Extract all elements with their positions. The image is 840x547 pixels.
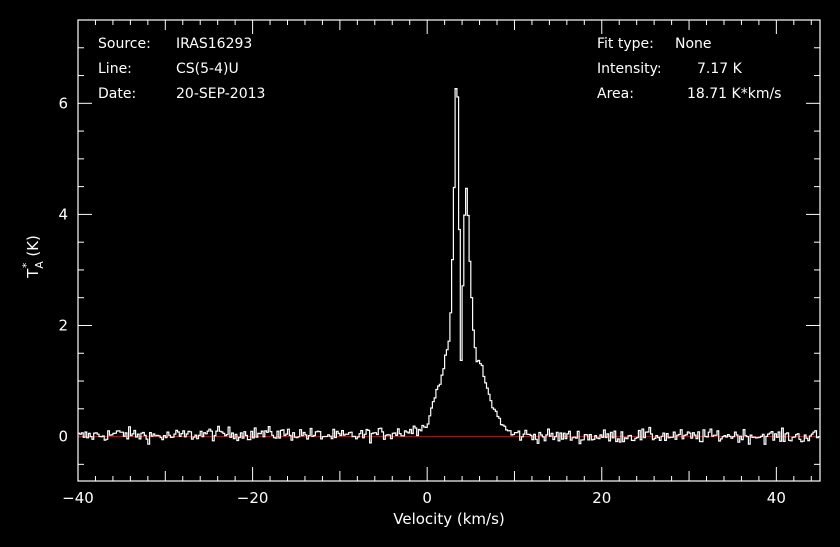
plot-frame — [77, 19, 821, 482]
spectrum-line — [78, 87, 820, 445]
x-tick-label: 0 — [422, 489, 432, 507]
source-value: IRAS16293 — [176, 36, 253, 52]
y-axis-label-text: TA*(K) — [20, 235, 46, 279]
x-axis-label: Velocity (km/s) — [393, 510, 504, 528]
y-tick-label: 0 — [58, 428, 68, 446]
fit-type-value: None — [675, 36, 712, 52]
area-value: 18.71 K*km/s — [687, 86, 782, 102]
date-value: 20-SEP-2013 — [176, 86, 266, 102]
x-tick-label: 20 — [592, 489, 611, 507]
y-tick-label: 2 — [58, 316, 68, 334]
x-tick-label: −20 — [237, 489, 269, 507]
area-label: Area: — [597, 86, 634, 102]
y-tick-label: 6 — [58, 94, 68, 112]
intensity-label: Intensity: — [597, 61, 662, 77]
axis-tick-labels: −40 −20 0 20 40 0 2 4 6 — [58, 94, 785, 507]
source-label: Source: — [98, 36, 151, 52]
fit-type-label: Fit type: — [597, 36, 654, 52]
y-axis-label: TA*(K) — [20, 235, 46, 279]
x-tick-label: 40 — [767, 489, 786, 507]
intensity-value: 7.17 K — [697, 61, 742, 77]
axis-ticks — [77, 20, 820, 481]
line-label: Line: — [98, 61, 132, 77]
line-value: CS(5-4)U — [176, 61, 239, 77]
date-label: Date: — [98, 86, 137, 102]
x-tick-label: −40 — [62, 489, 94, 507]
y-tick-label: 4 — [58, 205, 68, 223]
